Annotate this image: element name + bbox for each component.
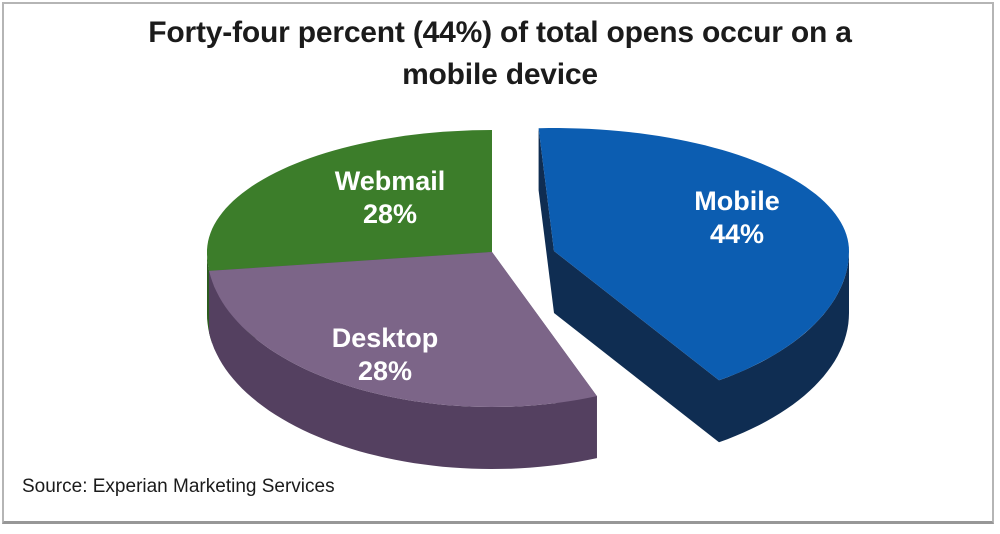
slice-name-text: Webmail	[335, 166, 446, 196]
slice-webmail-top	[207, 130, 492, 281]
slice-label-webmail: Webmail 28%	[335, 166, 446, 229]
slice-label-mobile: Mobile 44%	[694, 186, 780, 249]
slice-desktop-side-wall	[209, 270, 597, 469]
slice-label-desktop: Desktop 28%	[332, 323, 439, 386]
chart-title: Forty-four percent (44%) of total opens …	[148, 16, 852, 91]
slice-percent-text: 28%	[358, 356, 412, 386]
slice-percent-text: 44%	[710, 219, 764, 249]
slice-mobile-side-wall	[719, 251, 849, 443]
slice-desktop-top	[209, 252, 597, 407]
slice-mobile-top	[538, 128, 849, 381]
source-note: Source: Experian Marketing Services	[22, 476, 335, 497]
slice-mobile-cut-face-end	[554, 251, 719, 443]
slice-percent-text: 28%	[363, 199, 417, 229]
slice-mobile-cut-face-start	[538, 128, 554, 313]
pie-slices-group: Webmail 28%Desktop 28%Mobile 44%	[207, 128, 849, 469]
slice-name-text: Desktop	[332, 323, 439, 353]
slice-name-text: Mobile	[694, 186, 780, 216]
